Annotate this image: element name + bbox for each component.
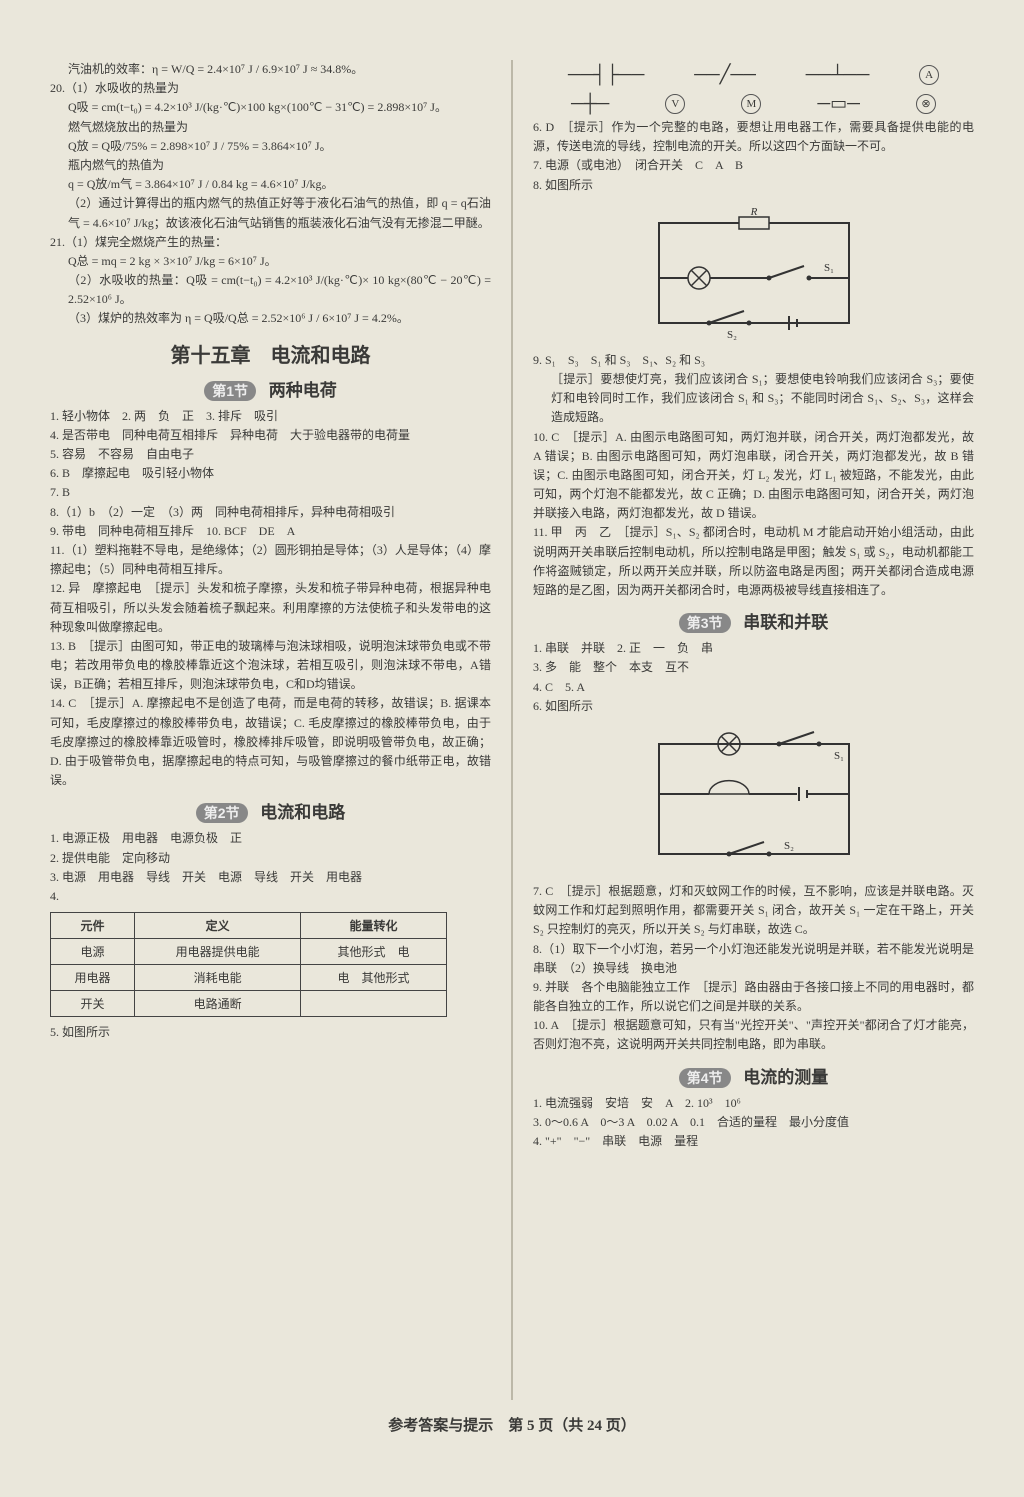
text: Q总 = mq = 2 kg × 3×10⁷ J/kg = 6×10⁷ J。 (50, 252, 491, 271)
text: 11. 甲 丙 乙 ［提示］S₁、S₂ 都闭合时，电动机 M 才能启动开始小组活… (533, 523, 974, 600)
text: q = Q放/m气 = 3.864×10⁷ J / 0.84 kg = 4.6×… (50, 175, 491, 194)
text: 3. 0～0.6 A 0～3 A 0.02 A 0.1 合适的量程 最小分度值 (533, 1113, 974, 1132)
table-cell: 用电器提供电能 (134, 939, 300, 965)
table-cell (301, 991, 447, 1017)
circuit-symbols-row-1: ──┤├── ──╱── ──┴── A (533, 60, 974, 89)
table-cell: 电 其他形式 (301, 965, 447, 991)
section-heading: 两种电荷 (269, 381, 337, 400)
text: 10. C ［提示］A. 由图示电路图可知，两灯泡并联，闭合开关，两灯泡都发光，… (533, 428, 974, 524)
wire-icon: ──┤├── (568, 64, 645, 85)
text: 1. 串联 并联 2. 正 一 负 串 (533, 639, 974, 658)
table-cell: 其他形式 电 (301, 939, 447, 965)
text: 21.（1）煤完全燃烧产生的热量： (50, 233, 491, 252)
ammeter-icon: A (919, 65, 939, 85)
section-2-title: 第2节 电流和电路 (50, 798, 491, 823)
text: 5. 如图所示 (50, 1023, 491, 1042)
chapter-title: 第十五章 电流和电路 (50, 339, 491, 368)
table-header: 定义 (134, 913, 300, 939)
text: 9. S₁ S₃ S₁ 和 S₃ S₁、S₂ 和 S₃ (533, 351, 974, 370)
section-badge: 第1节 (204, 381, 256, 401)
section-badge: 第2节 (196, 803, 248, 823)
text: 2. 提供电能 定向移动 (50, 849, 491, 868)
lamp-icon: ⊗ (916, 94, 936, 114)
text: 14. C ［提示］A. 摩擦起电不是创造了电荷，而是电荷的转移，故错误；B. … (50, 694, 491, 790)
section-badge: 第4节 (679, 1068, 731, 1088)
text: 12. 异 摩擦起电 ［提示］头发和梳子摩擦，头发和梳子带异种电荷，根据异种电荷… (50, 579, 491, 637)
circuit-symbols-row-2: ─┼─ V M ─▭─ ⊗ (533, 89, 974, 118)
text: 10. A ［提示］根据题意可知，只有当"光控开关"、"声控开关"都闭合了灯才能… (533, 1016, 974, 1054)
text: 4. 是否带电 同种电荷互相排斥 异种电荷 大于验电器带的电荷量 (50, 426, 491, 445)
table-row: 电源 用电器提供电能 其他形式 电 (51, 939, 447, 965)
text: 4. (50, 887, 491, 906)
component-table: 元件 定义 能量转化 电源 用电器提供电能 其他形式 电 用电器 消耗电能 电 … (50, 912, 447, 1017)
svg-text:S₂: S₂ (784, 840, 794, 852)
text: 汽油机的效率：η = W/Q = 2.4×10⁷ J / 6.9×10⁷ J ≈… (50, 60, 491, 79)
text: 8. 如图所示 (533, 176, 974, 195)
svg-text:R: R (749, 206, 757, 218)
text: Q放 = Q吸/75% = 2.898×10⁷ J / 75% = 3.864×… (50, 137, 491, 156)
section-heading: 串联和并联 (743, 613, 828, 632)
table-cell: 开关 (51, 991, 135, 1017)
text: 4. "+" "−" 串联 电源 量程 (533, 1132, 974, 1151)
text: 瓶内燃气的热值为 (50, 156, 491, 175)
right-column: ──┤├── ──╱── ──┴── A ─┼─ V M ─▭─ ⊗ 6. D … (533, 60, 974, 1400)
text: 7. 电源（或电池） 闭合开关 C A B (533, 156, 974, 175)
table-row: 开关 电路通断 (51, 991, 447, 1017)
text: 20.（1）水吸收的热量为 (50, 79, 491, 98)
text: 6. 如图所示 (533, 697, 974, 716)
text: 9. 并联 各个电脑能独立工作 ［提示］路由器由于各接口接上不同的用电器时，都能… (533, 978, 974, 1016)
text: （2）水吸收的热量：Q吸 = cm(t−t₀) = 4.2×10³ J/(kg·… (50, 271, 491, 309)
text: 9. 带电 同种电荷相互排斥 10. BCF DE A (50, 522, 491, 541)
text: 6. D ［提示］作为一个完整的电路，要想让用电器工作，需要具备提供电能的电源，… (533, 118, 974, 156)
section-4-title: 第4节 电流的测量 (533, 1063, 974, 1088)
table-cell: 电路通断 (134, 991, 300, 1017)
resistor-icon: ─▭─ (817, 93, 860, 114)
svg-text:S₁: S₁ (834, 750, 844, 762)
left-column: 汽油机的效率：η = W/Q = 2.4×10⁷ J / 6.9×10⁷ J ≈… (50, 60, 491, 1400)
text: 8.（1）b （2）一定 （3）两 同种电荷相排斥，异种电荷相吸引 (50, 503, 491, 522)
text: 1. 电源正极 用电器 电源负极 正 (50, 829, 491, 848)
table-header: 元件 (51, 913, 135, 939)
text: 1. 轻小物体 2. 两 负 正 3. 排斥 吸引 (50, 407, 491, 426)
text: 3. 电源 用电器 导线 开关 电源 导线 开关 用电器 (50, 868, 491, 887)
page-footer: 参考答案与提示 第 5 页（共 24 页） (50, 1414, 974, 1435)
text: （3）煤炉的热效率为 η = Q吸/Q总 = 2.52×10⁶ J / 6×10… (50, 309, 491, 328)
text: 8.（1）取下一个小灯泡，若另一个小灯泡还能发光说明是并联，若不能发光说明是串联… (533, 940, 974, 978)
switch-icon: ──╱── (694, 64, 756, 85)
text: 3. 多 能 整个 本支 互不 (533, 658, 974, 677)
ground-icon: ──┴── (806, 64, 870, 85)
voltmeter-icon: V (665, 94, 685, 114)
table-cell: 用电器 (51, 965, 135, 991)
section-3-title: 第3节 串联和并联 (533, 608, 974, 633)
column-divider (511, 60, 513, 1400)
text: 7. B (50, 483, 491, 502)
svg-text:S₁: S₁ (824, 262, 834, 274)
table-header: 能量转化 (301, 913, 447, 939)
text: （2）通过计算得出的瓶内燃气的热值正好等于液化石油气的热值，即 q = q石油气… (50, 194, 491, 232)
svg-text:S₂: S₂ (727, 329, 737, 341)
circuit-diagram-2: S₁ S₂ (533, 724, 974, 874)
circuit-diagram-1: R S₁ S₂ (533, 203, 974, 343)
text: 7. C ［提示］根据题意，灯和灭蚊网工作的时候，互不影响，应该是并联电路。灭蚊… (533, 882, 974, 940)
junction-icon: ─┼─ (571, 93, 609, 114)
text: 11.（1）塑料拖鞋不导电，是绝缘体；（2）圆形铜拍是导体；（3）人是导体；（4… (50, 541, 491, 579)
text: 6. B 摩擦起电 吸引轻小物体 (50, 464, 491, 483)
section-1-title: 第1节 两种电荷 (50, 376, 491, 401)
table-cell: 消耗电能 (134, 965, 300, 991)
section-heading: 电流和电路 (260, 803, 345, 822)
table-row: 用电器 消耗电能 电 其他形式 (51, 965, 447, 991)
text: 5. 容易 不容易 自由电子 (50, 445, 491, 464)
text: Q吸 = cm(t−t₀) = 4.2×10³ J/(kg·℃)×100 kg×… (50, 98, 491, 117)
text: 燃气燃烧放出的热量为 (50, 118, 491, 137)
table-cell: 电源 (51, 939, 135, 965)
text: 4. C 5. A (533, 678, 974, 697)
text: 1. 电流强弱 安培 安 A 2. 10³ 10⁶ (533, 1094, 974, 1113)
motor-icon: M (741, 94, 761, 114)
text: ［提示］要想使灯亮，我们应该闭合 S₁；要想使电铃响我们应该闭合 S₃；要使灯和… (533, 370, 974, 428)
section-badge: 第3节 (679, 613, 731, 633)
text: 13. B ［提示］由图可知，带正电的玻璃棒与泡沫球相吸，说明泡沫球带负电或不带… (50, 637, 491, 695)
section-heading: 电流的测量 (743, 1068, 828, 1087)
